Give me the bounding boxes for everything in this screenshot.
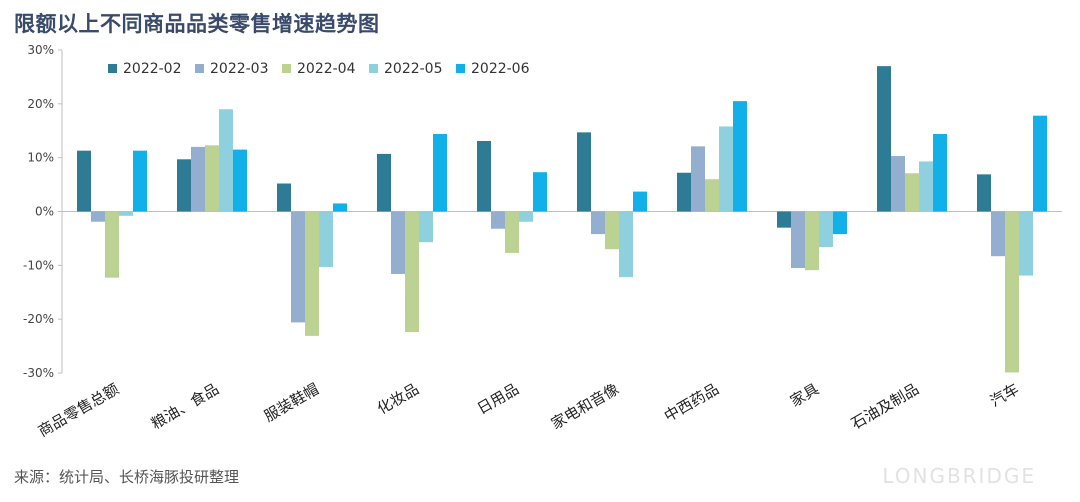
category-label: 日用品 <box>474 380 522 418</box>
bar <box>177 159 191 212</box>
bar <box>891 156 905 212</box>
bar <box>391 211 405 274</box>
bar <box>119 211 133 216</box>
y-tick-label: 10% <box>27 151 54 165</box>
bar <box>733 101 747 212</box>
y-tick-label: 30% <box>27 43 54 57</box>
bar <box>233 149 247 212</box>
legend-swatch <box>369 64 378 73</box>
bar <box>405 211 419 333</box>
legend-label: 2022-04 <box>297 61 356 77</box>
category-label: 商品零售总额 <box>35 380 122 441</box>
legend-label: 2022-02 <box>123 61 182 77</box>
bar <box>505 211 519 253</box>
bar <box>805 211 819 271</box>
category-label: 中西药品 <box>661 380 722 426</box>
bar <box>533 172 547 212</box>
y-tick-label: 0% <box>35 205 54 219</box>
bar <box>477 140 491 212</box>
bar <box>133 150 147 212</box>
bar <box>791 211 805 269</box>
bar <box>705 179 719 212</box>
category-label: 化妆品 <box>374 380 422 418</box>
category-label: 粮油、食品 <box>148 380 222 433</box>
bar <box>877 66 891 212</box>
legend-swatch <box>456 64 465 73</box>
bar <box>491 211 505 229</box>
bar <box>219 109 233 212</box>
bar <box>519 211 533 222</box>
bar <box>319 211 333 267</box>
bar <box>605 211 619 250</box>
category-label: 家具 <box>787 380 822 411</box>
bar <box>77 150 91 212</box>
legend-swatch <box>195 64 204 73</box>
chart-title: 限额以上不同商品品类零售增速趋势图 <box>14 12 380 36</box>
bar <box>591 211 605 235</box>
bar <box>677 172 691 212</box>
category-label: 汽车 <box>987 380 1022 411</box>
source-note: 来源：统计局、长桥海豚投研整理 <box>14 468 240 486</box>
legend-swatch <box>108 64 117 73</box>
y-tick-label: 20% <box>27 97 54 111</box>
bar <box>633 191 647 212</box>
bar <box>419 211 433 243</box>
bar <box>819 211 833 248</box>
bar <box>691 146 705 212</box>
bar <box>333 203 347 212</box>
bar <box>91 211 105 222</box>
bar <box>433 133 447 212</box>
bar <box>291 211 305 323</box>
bar <box>991 211 1005 257</box>
bar <box>577 132 591 212</box>
bar <box>977 174 991 212</box>
y-tick-label: -30% <box>23 366 54 380</box>
y-tick-label: -10% <box>23 258 54 272</box>
bar <box>833 211 847 235</box>
bar <box>905 173 919 212</box>
y-tick-label: -20% <box>23 312 54 326</box>
bar <box>305 211 319 336</box>
bar <box>719 126 733 212</box>
brand-watermark: LONGBRIDGE <box>882 464 1036 488</box>
bar <box>777 211 791 228</box>
bar <box>619 211 633 278</box>
bar <box>919 161 933 212</box>
category-label: 服装鞋帽 <box>261 380 322 426</box>
category-label: 家电和音像 <box>548 380 622 433</box>
bar <box>1019 211 1033 276</box>
bar <box>105 211 119 278</box>
legend-swatch <box>282 64 291 73</box>
bar <box>1033 115 1047 212</box>
bar <box>933 133 947 212</box>
bar <box>1005 211 1019 373</box>
bar <box>205 145 219 212</box>
legend-label: 2022-03 <box>210 61 269 77</box>
category-label: 石油及制品 <box>848 380 922 433</box>
bar <box>377 153 391 212</box>
legend-label: 2022-06 <box>471 61 530 77</box>
bar <box>191 146 205 212</box>
bar <box>277 183 291 212</box>
legend-label: 2022-05 <box>384 61 443 77</box>
